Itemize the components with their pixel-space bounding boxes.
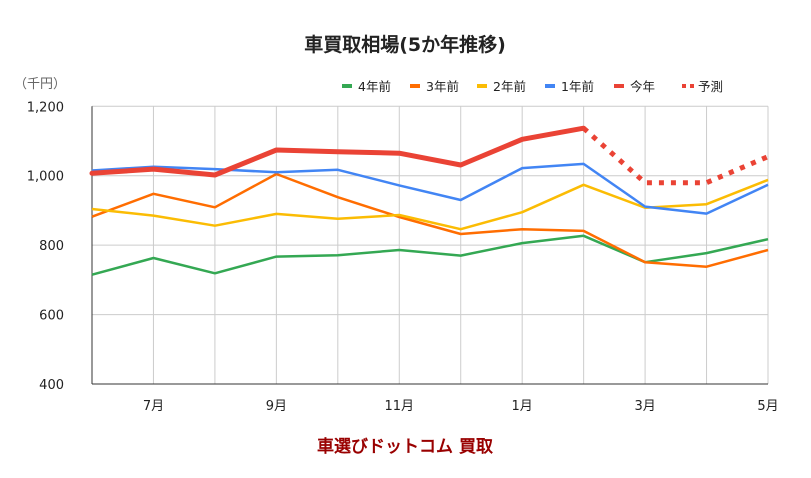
legend: 4年前 3年前 2年前 1年前 今年 予測 <box>342 79 723 94</box>
legend-swatch <box>545 84 555 88</box>
x-tick-label: 11月 <box>384 399 414 414</box>
series-line-1年前 <box>91 162 769 215</box>
legend-item: 2年前 <box>477 79 526 94</box>
y-axis-unit: （千円） <box>14 77 66 92</box>
legend-label: 今年 <box>630 79 655 94</box>
legend-swatch <box>342 84 352 88</box>
legend-swatch <box>614 84 624 88</box>
x-tick-label: 5月 <box>757 399 778 414</box>
legend-swatch <box>682 84 686 88</box>
y-tick-label: 1,000 <box>27 170 64 185</box>
legend-label: 2年前 <box>493 79 526 94</box>
legend-item: 4年前 <box>342 79 391 94</box>
series-lines <box>89 125 769 276</box>
grid <box>91 105 769 385</box>
footer-credit: 車選びドットコム 買取 <box>317 436 493 457</box>
y-axis-ticks: 400 600 800 1,000 1,200 <box>27 100 64 393</box>
y-tick-label: 1,200 <box>27 100 64 115</box>
x-tick-label: 9月 <box>266 399 287 414</box>
y-tick-label: 400 <box>39 378 64 393</box>
chart-title: 車買取相場(5か年推移) <box>304 33 506 56</box>
series-line-2年前 <box>91 178 769 231</box>
x-tick-label: 7月 <box>143 399 164 414</box>
legend-swatch <box>410 84 420 88</box>
series-line-4年前 <box>91 234 769 276</box>
legend-label: 予測 <box>698 79 723 94</box>
x-tick-label: 3月 <box>634 399 655 414</box>
legend-label: 3年前 <box>426 79 459 94</box>
y-tick-label: 600 <box>39 309 64 324</box>
x-axis-ticks: 7月 9月 11月 1月 3月 5月 <box>143 399 779 414</box>
legend-label: 4年前 <box>358 79 391 94</box>
x-tick-label: 1月 <box>512 399 533 414</box>
legend-item: 3年前 <box>410 79 459 94</box>
legend-label: 1年前 <box>561 79 594 94</box>
legend-swatch <box>690 84 694 88</box>
legend-item: 予測 <box>682 79 723 94</box>
series-line-予測 <box>581 126 769 186</box>
series-line-3年前 <box>91 172 769 268</box>
legend-item: 今年 <box>614 79 655 94</box>
legend-item: 1年前 <box>545 79 594 94</box>
y-tick-label: 800 <box>39 239 64 254</box>
legend-swatch <box>477 84 487 88</box>
